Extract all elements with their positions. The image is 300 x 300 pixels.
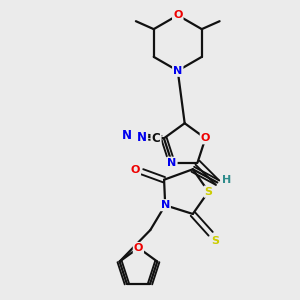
Text: O: O (201, 133, 210, 143)
Text: O: O (173, 10, 182, 20)
Text: H: H (222, 175, 231, 184)
Text: N: N (167, 158, 176, 168)
Text: S: S (212, 236, 220, 246)
Text: O: O (201, 133, 210, 143)
Text: S: S (212, 236, 220, 246)
Text: H: H (222, 175, 231, 184)
Text: O: O (131, 165, 140, 175)
Text: N: N (173, 66, 182, 76)
Text: N: N (167, 158, 176, 168)
Text: O: O (173, 10, 182, 20)
Text: S: S (205, 187, 212, 196)
Text: O: O (131, 165, 140, 175)
Text: N: N (122, 129, 132, 142)
Text: S: S (205, 187, 212, 196)
Text: N: N (173, 66, 182, 76)
Text: N: N (137, 131, 147, 144)
Text: C: C (152, 132, 160, 145)
Text: N: N (160, 200, 170, 210)
Text: O: O (134, 243, 143, 253)
Text: O: O (134, 243, 143, 253)
Text: C: C (152, 132, 160, 145)
Text: N: N (137, 131, 147, 144)
Text: N: N (160, 200, 170, 210)
